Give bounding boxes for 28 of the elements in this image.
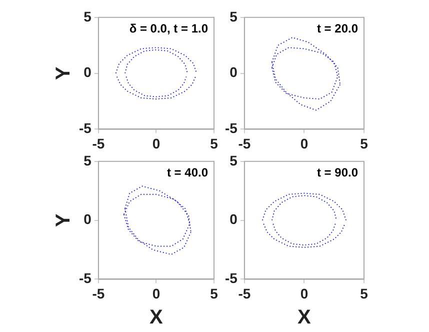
y-tick-label: 0: [84, 211, 92, 228]
x-tick-label: 5: [360, 135, 368, 152]
y-tick-label: -5: [78, 120, 92, 136]
x-axis-title: X: [150, 306, 164, 329]
x-tick-label: 5: [210, 285, 218, 302]
annotation: t = 20.0: [316, 22, 358, 36]
y-axis-title: Y: [52, 66, 75, 80]
annotation: t = 90.0: [316, 166, 358, 180]
x-tick-label: 5: [360, 285, 368, 302]
x-tick-label: 0: [152, 135, 160, 152]
y-axis-title: Y: [52, 212, 75, 227]
x-axis-title: X: [298, 306, 312, 329]
y-tick-label: 5: [84, 152, 92, 168]
y-tick-label: 5: [230, 8, 238, 24]
y-tick-label: -5: [224, 270, 238, 286]
x-tick-label: 0: [300, 285, 308, 302]
y-tick-label: -5: [78, 270, 92, 286]
annotation: δ = 0.0, t = 1.0: [129, 22, 208, 36]
x-tick-label: 0: [300, 135, 308, 152]
y-tick-label: 0: [230, 64, 238, 80]
y-tick-label: 5: [84, 8, 92, 24]
y-tick-label: 0: [84, 64, 92, 80]
y-tick-label: 5: [230, 152, 238, 168]
x-tick-label: 5: [210, 135, 218, 152]
x-tick-label: 0: [152, 285, 160, 302]
y-tick-label: -5: [224, 120, 238, 136]
y-tick-label: 0: [230, 211, 238, 228]
annotation: t = 40.0: [166, 166, 208, 180]
